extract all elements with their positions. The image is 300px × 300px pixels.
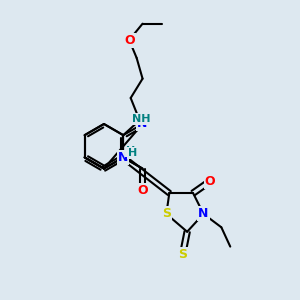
Text: H: H (126, 146, 135, 157)
Text: S: S (178, 248, 187, 260)
Text: S: S (162, 207, 171, 220)
Text: H: H (128, 148, 137, 158)
Text: O: O (205, 175, 215, 188)
Text: N: N (118, 151, 128, 164)
Text: N: N (198, 207, 209, 220)
Text: O: O (137, 184, 148, 197)
Text: NH: NH (132, 114, 150, 124)
Text: N: N (137, 118, 148, 130)
Text: O: O (124, 34, 134, 46)
